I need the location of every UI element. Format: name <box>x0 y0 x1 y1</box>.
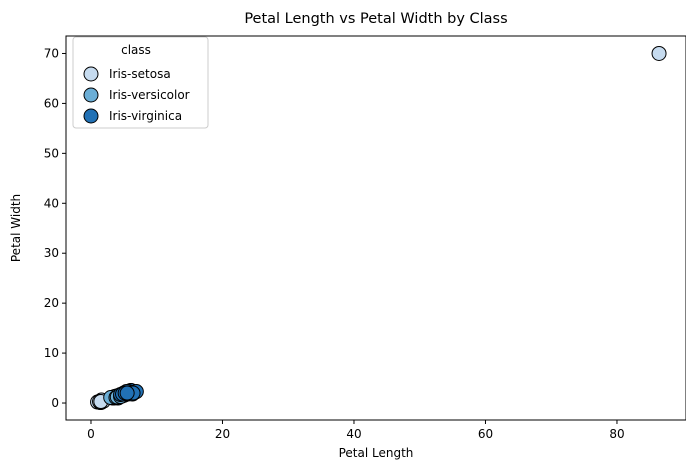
x-tick-label: 60 <box>478 427 493 441</box>
legend-title: class <box>121 43 151 57</box>
points-layer <box>90 45 667 411</box>
legend-marker <box>83 66 99 82</box>
legend-label: Iris-versicolor <box>109 88 190 102</box>
plot-area-frame <box>65 35 686 421</box>
x-tick-label: 80 <box>609 427 624 441</box>
legend-box <box>72 36 209 129</box>
y-tick-label: 20 <box>44 296 59 310</box>
legend-label: Iris-virginica <box>109 109 182 123</box>
data-point-iris-virginica <box>119 385 135 401</box>
x-axis-ticks: 0 20 40 60 80 <box>87 420 625 441</box>
legend: class Iris-setosa Iris-versicolor Iris-vir… <box>72 36 209 129</box>
y-tick-label: 50 <box>44 146 59 160</box>
legend-label: Iris-setosa <box>109 67 171 81</box>
x-tick-label: 20 <box>215 427 230 441</box>
y-tick-label: 30 <box>44 246 59 260</box>
data-point-iris-setosa <box>651 45 667 61</box>
legend-entries: Iris-setosa Iris-versicolor Iris-virginica <box>83 66 190 124</box>
legend-marker <box>83 87 99 103</box>
y-tick-label: 60 <box>44 96 59 110</box>
y-tick-label: 40 <box>44 196 59 210</box>
x-tick-label: 40 <box>346 427 361 441</box>
chart-title: Petal Length vs Petal Width by Class <box>244 11 507 27</box>
legend-marker <box>83 108 99 124</box>
y-axis-label: Petal Width <box>9 194 23 262</box>
x-tick-label: 0 <box>87 427 95 441</box>
y-tick-label: 10 <box>44 346 59 360</box>
x-axis-label: Petal Length <box>339 446 414 460</box>
y-tick-label: 0 <box>51 396 59 410</box>
y-tick-label: 70 <box>44 46 59 60</box>
y-axis-ticks: 0 10 20 30 40 50 60 70 <box>44 46 66 410</box>
